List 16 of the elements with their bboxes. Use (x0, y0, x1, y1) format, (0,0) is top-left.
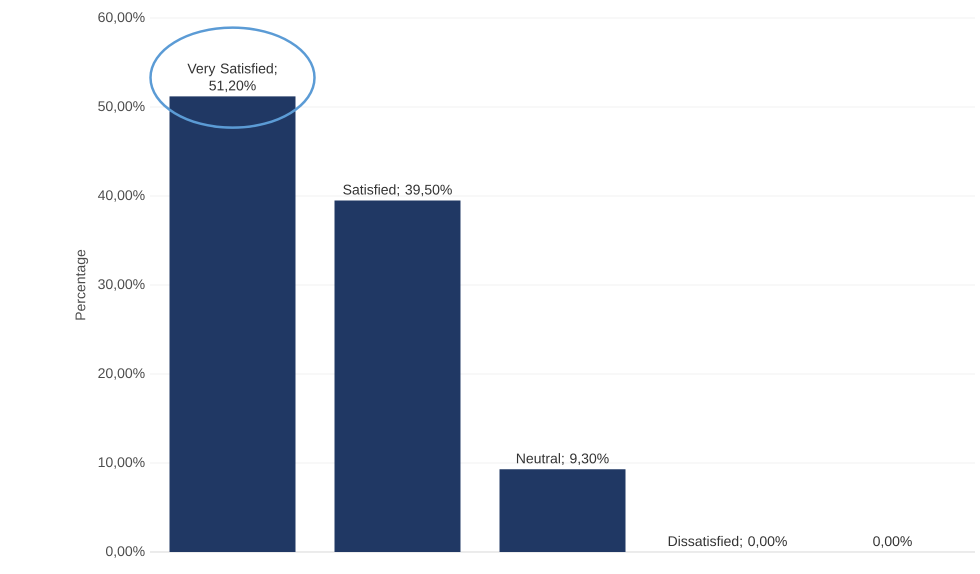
y-tick-label: 60,00% (98, 12, 145, 24)
y-tick-label: 0,00% (106, 546, 145, 558)
y-axis-title: Percentage (76, 250, 88, 320)
y-tick-label: 40,00% (98, 190, 145, 202)
y-tick-label: 20,00% (98, 368, 145, 380)
data-label: Satisfied; 39,50% (343, 184, 452, 196)
y-tick-label: 10,00% (98, 457, 145, 469)
bar (170, 96, 296, 552)
y-tick-label: 30,00% (98, 279, 145, 291)
data-label: Neutral; 9,30% (516, 453, 609, 466)
bar (500, 469, 626, 552)
data-label: Dissatisfied; 0,00% (668, 536, 787, 548)
y-tick-label: 50,00% (98, 101, 145, 113)
bar (334, 200, 460, 552)
data-label: 0,00% (873, 536, 912, 548)
data-label: Very Satisfied; 51,20% (187, 63, 276, 92)
